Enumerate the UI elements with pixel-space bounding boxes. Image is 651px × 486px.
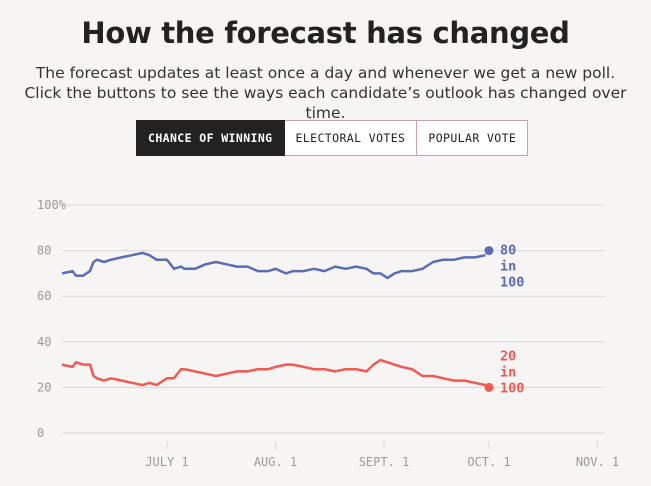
x-tick-label: NOV. 1: [576, 455, 619, 469]
final-value-label: in: [500, 364, 516, 380]
series-line-red: [61, 358, 486, 387]
series-line-blue: [61, 251, 486, 280]
final-point: [484, 246, 494, 256]
final-value-label: 100: [500, 275, 524, 291]
final-value-label: in: [500, 259, 516, 275]
y-tick-label: 20: [37, 380, 51, 394]
final-point: [484, 382, 494, 392]
final-value-label: 20: [500, 348, 516, 364]
x-tick-label: OCT. 1: [467, 455, 510, 469]
tab-popular-vote[interactable]: POPULAR VOTE: [417, 120, 529, 156]
chart-title: How the forecast has changed: [81, 16, 570, 50]
x-tick-label: SEPT. 1: [359, 455, 410, 469]
final-value-label: 80: [500, 243, 516, 259]
final-value-label: 100: [500, 380, 524, 396]
tab-electoral-votes[interactable]: ELECTORAL VOTES: [284, 120, 418, 156]
y-tick-label: 80: [37, 244, 51, 258]
y-tick-label: 40: [37, 335, 51, 349]
y-tick-label: 100%: [37, 198, 67, 212]
x-tick-label: JULY 1: [145, 455, 188, 469]
x-tick-label: AUG. 1: [254, 455, 297, 469]
y-tick-label: 0: [37, 426, 44, 440]
y-tick-label: 60: [37, 289, 51, 303]
metric-tabs: CHANCE OF WINNING ELECTORAL VOTES POPULA…: [136, 120, 529, 156]
tab-chance-of-winning[interactable]: CHANCE OF WINNING: [136, 120, 285, 156]
chart-subtitle: The forecast updates at least once a day…: [24, 64, 627, 122]
